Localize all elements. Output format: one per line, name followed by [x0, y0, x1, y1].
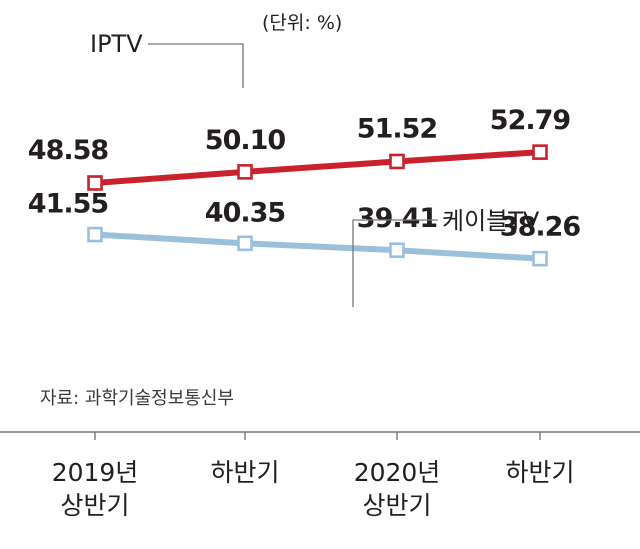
- data-label: 38.26: [500, 212, 581, 243]
- data-point-marker: [87, 226, 103, 243]
- source-label: 자료: 과학기술정보통신부: [40, 388, 234, 409]
- data-point-marker: [389, 153, 405, 170]
- data-label: 41.55: [28, 189, 108, 220]
- cable-callout-line: [352, 219, 438, 307]
- series-label-iptv: IPTV: [90, 30, 143, 58]
- x-tick-label: 하반기: [505, 458, 574, 487]
- data-label: 50.10: [205, 125, 286, 156]
- data-point-marker: [532, 144, 548, 160]
- x-tick-label: 2019년: [52, 458, 139, 487]
- data-point-marker: [237, 235, 253, 252]
- iptv-callout-line: [148, 43, 244, 88]
- data-point-marker: [87, 175, 103, 191]
- data-label: 40.35: [205, 197, 285, 228]
- data-point-marker: [389, 242, 405, 259]
- data-label: 48.58: [28, 135, 109, 166]
- data-label: 39.41: [357, 203, 437, 234]
- unit-label: (단위: %): [262, 12, 342, 34]
- data-point-marker: [237, 164, 253, 180]
- data-point-marker: [532, 250, 548, 267]
- x-tick-label: 상반기: [60, 491, 129, 520]
- series-line: [94, 231, 541, 262]
- x-tick-label: 상반기: [362, 491, 431, 520]
- data-label: 52.79: [490, 105, 571, 136]
- series-line: [94, 149, 541, 186]
- x-tick-label: 2020년: [354, 458, 441, 487]
- x-tick-label: 하반기: [210, 458, 279, 487]
- data-label: 51.52: [357, 113, 437, 144]
- series-label-cable: 케이블TV: [442, 207, 540, 235]
